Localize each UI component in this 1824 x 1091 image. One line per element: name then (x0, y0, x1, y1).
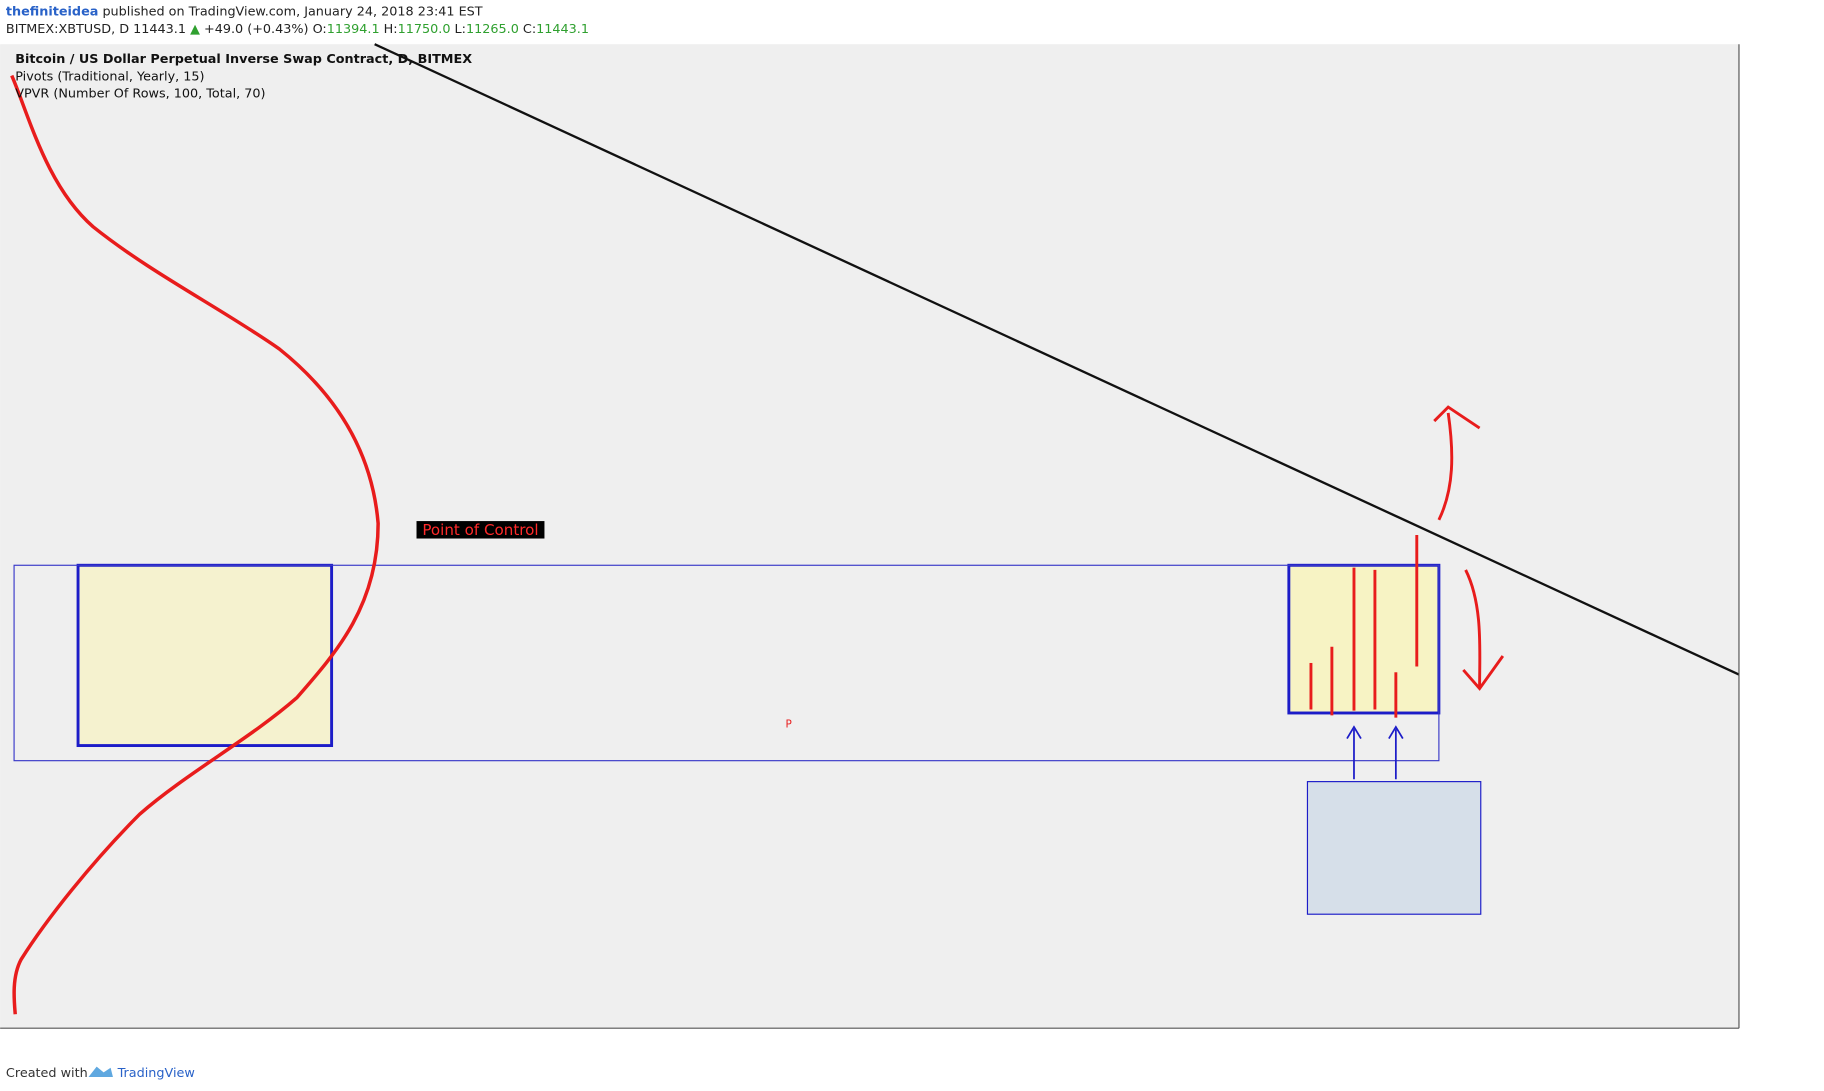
pivot-label: P (786, 719, 792, 731)
change: +49.0 (+0.43%) (204, 22, 309, 37)
footer-text: Created with (6, 1066, 88, 1081)
symbol: BITMEX:XBTUSD, D (6, 22, 129, 37)
range-box (13, 564, 1440, 762)
author[interactable]: thefiniteidea (6, 4, 98, 19)
c-label: C: (523, 22, 536, 37)
zone-box (76, 563, 334, 748)
zone-box (1287, 563, 1441, 715)
symbol-line: BITMEX:XBTUSD, D 11443.1 ▲ +49.0 (+0.43%… (6, 22, 589, 37)
retest-strokes (1309, 405, 1505, 718)
chart-title: Bitcoin / US Dollar Perpetual Inverse Sw… (15, 52, 472, 67)
l-value: 11265.0 (466, 22, 519, 37)
l-label: L: (455, 22, 466, 37)
bell-curve (10, 74, 380, 1015)
header-line: thefiniteidea published on TradingView.c… (6, 4, 483, 19)
poc-label: Point of Control (422, 521, 538, 539)
indicator: Pivots (Traditional, Yearly, 15) (15, 69, 204, 84)
indicator: VPVR (Number Of Rows, 100, Total, 70) (15, 87, 265, 102)
h-label: H: (384, 22, 398, 37)
footer-brand[interactable]: TradingView (117, 1066, 195, 1081)
retest-box (1306, 781, 1482, 915)
poc-label-box (416, 521, 545, 539)
blue-arrows (1346, 725, 1404, 780)
h-value: 11750.0 (398, 22, 451, 37)
trend-line (374, 43, 1740, 676)
arrow: ▲ (190, 22, 200, 37)
published: published on TradingView.com, January 24… (102, 4, 482, 19)
o-label: O: (313, 22, 327, 37)
o-value: 11394.1 (327, 22, 380, 37)
last: 11443.1 (133, 22, 186, 37)
c-value: 11443.1 (536, 22, 589, 37)
logo (88, 1066, 113, 1078)
